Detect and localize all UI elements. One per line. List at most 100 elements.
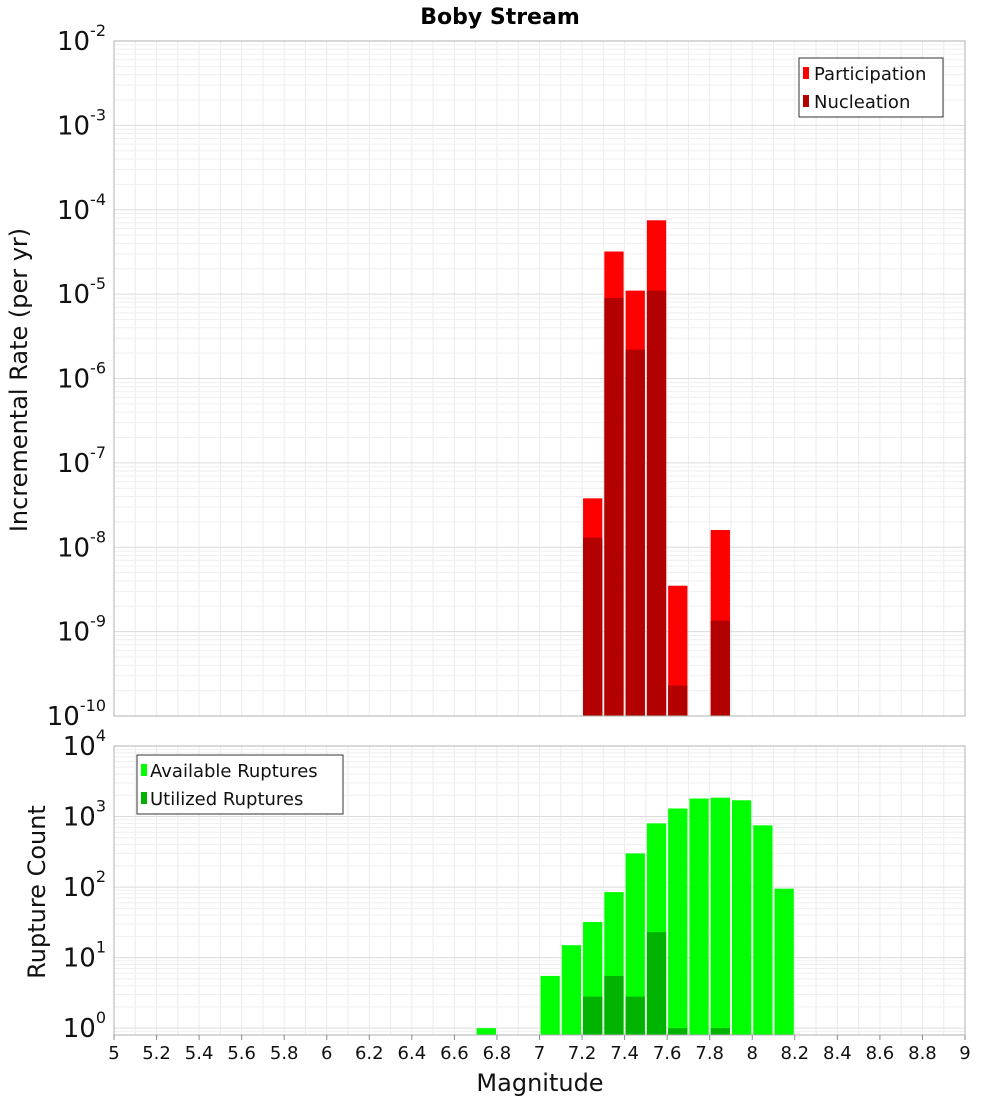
- nucleation-bar: [668, 685, 688, 716]
- rate-y-tick-label: 10-4: [57, 190, 106, 226]
- nucleation-bar: [625, 349, 645, 716]
- x-tick-label: 8.4: [823, 1043, 852, 1064]
- utilized-legend-label: Utilized Ruptures: [150, 789, 303, 810]
- utilized-ruptures-bar: [710, 1028, 730, 1035]
- rate-grid: [113, 41, 966, 717]
- available-ruptures-bar: [668, 808, 688, 1035]
- available-ruptures-bar: [561, 945, 582, 1035]
- count-legend-box: [136, 754, 344, 815]
- count-y-tick-exponent: 1: [96, 938, 106, 957]
- available-ruptures-bar: [540, 975, 560, 1035]
- rate-y-tick-base: 10: [57, 365, 90, 395]
- count-y-tick-base: 10: [63, 873, 96, 903]
- utilized-ruptures-bar: [646, 932, 667, 1035]
- rate-y-tick-base: 10: [57, 533, 90, 563]
- nucleation-bar: [710, 620, 730, 716]
- rate-y-tick-exponent: -5: [90, 274, 106, 293]
- available-ruptures-bar: [731, 800, 752, 1035]
- rate-y-axis-label: Incremental Rate (per yr): [5, 228, 33, 532]
- available-ruptures-bar: [774, 888, 794, 1035]
- x-tick-label: 5.2: [142, 1043, 171, 1064]
- available-ruptures-bar: [753, 825, 773, 1035]
- rate-y-tick-label: 10-5: [57, 274, 106, 310]
- x-axis-label: Magnitude: [476, 1069, 603, 1097]
- rate-y-tick-base: 10: [57, 449, 90, 479]
- count-y-tick-base: 10: [63, 803, 96, 833]
- count-y-tick-base: 10: [63, 1014, 96, 1044]
- rate-legend: Participation Nucleation: [798, 57, 944, 118]
- utilized-swatch: [141, 792, 147, 804]
- count-y-tick-exponent: 3: [96, 797, 106, 816]
- available-ruptures-bar: [710, 797, 730, 1035]
- utilized-ruptures-bar: [625, 996, 645, 1035]
- count-y-tick-exponent: 2: [96, 867, 106, 886]
- rate-y-tick-label: 10-7: [57, 443, 106, 479]
- count-y-tick-label: 100: [63, 1008, 106, 1044]
- nucleation-swatch: [803, 95, 809, 107]
- rate-plot-border: [113, 40, 966, 717]
- rate-y-tick-label: 10-10: [47, 696, 106, 732]
- rate-bars: [583, 220, 730, 717]
- x-tick-label: 7.2: [568, 1043, 597, 1064]
- x-tick-label: 6.4: [398, 1043, 427, 1064]
- available-swatch: [141, 764, 147, 776]
- utilized-ruptures-bar: [604, 975, 624, 1035]
- rate-y-tick-base: 10: [47, 702, 80, 732]
- count-y-axis-label: Rupture Count: [23, 805, 51, 979]
- x-tick-label: 5.6: [227, 1043, 256, 1064]
- rate-y-tick-label: 10-6: [57, 359, 106, 395]
- participation-legend-label: Participation: [814, 64, 926, 85]
- rate-y-tick-exponent: -2: [90, 21, 106, 40]
- rate-y-tick-label: 10-9: [57, 612, 106, 648]
- x-tick-label: 7.6: [653, 1043, 682, 1064]
- participation-swatch: [803, 67, 809, 79]
- x-tick-label: 6.6: [440, 1043, 469, 1064]
- nucleation-legend-label: Nucleation: [814, 92, 910, 113]
- count-bars: [476, 797, 794, 1035]
- count-y-tick-base: 10: [63, 944, 96, 974]
- x-tick-label: 7.4: [610, 1043, 639, 1064]
- utilized-ruptures-bar: [668, 1028, 688, 1035]
- available-legend-label: Available Ruptures: [150, 761, 318, 782]
- count-y-tick-exponent: 4: [96, 726, 106, 745]
- x-tick-label: 5.8: [270, 1043, 299, 1064]
- nucleation-bar: [583, 537, 603, 716]
- rate-y-tick-label: 10-2: [57, 21, 106, 57]
- x-tick-label: 6.8: [483, 1043, 512, 1064]
- nucleation-bar: [646, 290, 667, 716]
- chart-title: Boby Stream: [420, 5, 580, 30]
- utilized-ruptures-bar: [583, 996, 603, 1035]
- rate-y-tick-exponent: -4: [90, 190, 106, 209]
- count-grid: [113, 746, 966, 1036]
- x-tick-label: 9: [959, 1043, 970, 1064]
- count-y-tick-exponent: 0: [96, 1008, 106, 1027]
- x-tick-label: 7.8: [695, 1043, 724, 1064]
- x-tick-label: 7: [534, 1043, 545, 1064]
- x-tick-label: 8.2: [780, 1043, 809, 1064]
- available-ruptures-bar: [625, 853, 645, 1035]
- rate-y-tick-exponent: -3: [90, 105, 106, 124]
- x-tick-label: 5: [108, 1043, 119, 1064]
- rate-y-tick-exponent: -8: [90, 527, 106, 546]
- count-y-tick-label: 104: [63, 726, 106, 762]
- x-tick-label: 8.8: [908, 1043, 937, 1064]
- rate-y-tick-base: 10: [57, 196, 90, 226]
- count-y-tick-base: 10: [63, 732, 96, 762]
- x-tick-label: 6.2: [355, 1043, 384, 1064]
- count-legend: Available Ruptures Utilized Ruptures: [136, 754, 344, 815]
- x-tick-label: 8.6: [866, 1043, 895, 1064]
- count-y-tick-label: 102: [63, 867, 106, 903]
- rate-legend-box: [798, 57, 944, 118]
- rate-y-tick-label: 10-8: [57, 527, 106, 563]
- rate-y-tick-exponent: -10: [80, 696, 106, 715]
- rate-y-tick-base: 10: [57, 111, 90, 141]
- count-y-tick-label: 101: [63, 938, 106, 974]
- x-tick-label: 5.4: [185, 1043, 214, 1064]
- available-ruptures-bar: [689, 798, 709, 1035]
- participation-bar: [668, 585, 688, 716]
- rate-y-tick-base: 10: [57, 280, 90, 310]
- count-y-tick-label: 103: [63, 797, 106, 833]
